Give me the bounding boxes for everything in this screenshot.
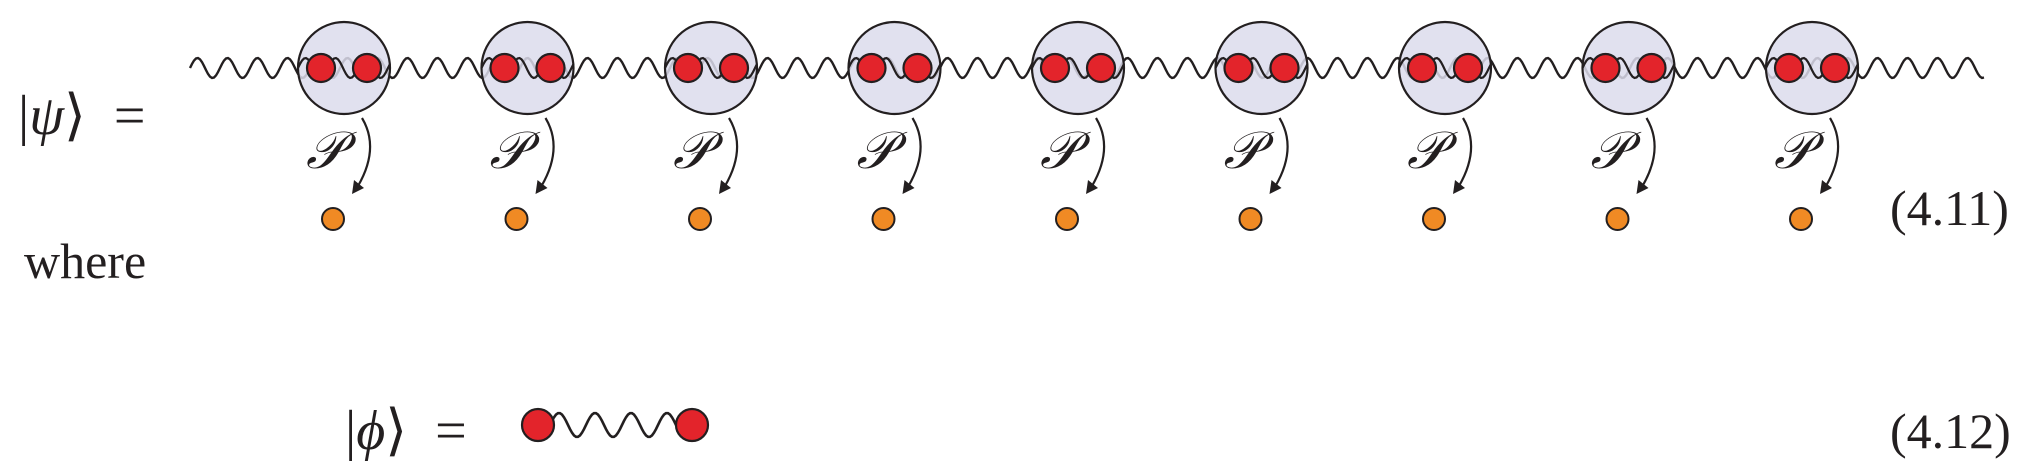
projection-arrow <box>1091 117 1106 187</box>
orange-physical-spin-dot <box>1238 207 1263 231</box>
projection-arrow <box>357 117 372 187</box>
projector-site: 𝒫 <box>1764 20 1860 231</box>
projector-site: 𝒫 <box>1030 20 1126 231</box>
projection-arrow <box>540 117 555 187</box>
projection-arrow <box>1641 117 1656 187</box>
arrowhead <box>902 180 915 194</box>
projector-site: 𝒫 <box>1397 20 1493 231</box>
projector-site: 𝒫 <box>296 20 392 231</box>
projection-arrow <box>1274 117 1289 187</box>
projection-arrow <box>1825 117 1840 187</box>
projector-label: 𝒫 <box>857 121 908 181</box>
arrowhead <box>1086 180 1098 194</box>
phi-symbol: ϕ <box>356 400 386 462</box>
projector-label: 𝒫 <box>306 121 357 181</box>
arrowhead <box>1636 180 1649 194</box>
arrowhead <box>1820 180 1832 194</box>
arrowhead <box>1453 180 1465 194</box>
pair-bond-wavy-line <box>548 411 682 439</box>
red-spin-dot <box>674 407 710 443</box>
red-spin-dot <box>1406 52 1438 84</box>
psi-ket: |ψ⟩ = <box>18 88 145 144</box>
equals-sign: = <box>113 85 146 147</box>
equation-number-4-11: (4.11) <box>1890 180 2009 236</box>
where-text: where <box>24 233 147 289</box>
equation-number-4-12: (4.12) <box>1890 403 2011 459</box>
red-spin-dot <box>1085 52 1117 84</box>
orange-physical-spin-dot <box>1055 207 1079 231</box>
red-spin-dot <box>1590 52 1621 84</box>
orange-physical-spin-dot <box>1789 207 1813 231</box>
projector-site: 𝒫 <box>847 20 942 231</box>
orange-physical-spin-dot <box>504 207 529 231</box>
arrowhead <box>719 180 731 194</box>
orange-physical-spin-dot <box>1422 207 1446 231</box>
ket-angle: ⟩ <box>385 400 408 462</box>
red-spin-dot <box>1223 52 1254 84</box>
psi-symbol: ψ <box>29 85 64 147</box>
projector-label: 𝒫 <box>673 121 724 181</box>
red-spin-dot <box>1636 52 1667 84</box>
red-spin-dot <box>351 52 383 84</box>
projector-site: 𝒫 <box>1581 20 1676 231</box>
ket-bar: | <box>345 400 357 462</box>
projector-label: 𝒫 <box>1407 121 1458 181</box>
phi-ket: |ϕ⟩ = <box>345 403 467 459</box>
arrowhead <box>352 180 364 194</box>
projector-site: 𝒫 <box>480 20 575 231</box>
projector-site: 𝒫 <box>663 20 759 231</box>
red-spin-dot <box>1452 52 1484 84</box>
red-spin-dot <box>535 52 566 84</box>
orange-physical-spin-dot <box>871 207 896 231</box>
maximally-entangled-pair-diagram <box>520 407 710 443</box>
arrowhead <box>535 180 548 194</box>
orange-physical-spin-dot <box>1605 207 1630 231</box>
red-spin-dot <box>1819 52 1851 84</box>
orange-physical-spin-dot <box>688 207 712 231</box>
red-spin-dot <box>520 407 556 443</box>
projector-label: 𝒫 <box>1224 121 1275 181</box>
red-spin-dot <box>1269 52 1300 84</box>
red-spin-dot <box>902 52 933 84</box>
projector-label: 𝒫 <box>1591 121 1642 181</box>
red-spin-dot <box>489 52 520 84</box>
arrowhead <box>1269 180 1282 194</box>
projector-label: 𝒫 <box>1040 121 1091 181</box>
red-spin-dot <box>718 52 750 84</box>
red-spin-dot <box>856 52 887 84</box>
red-spin-dot <box>672 52 704 84</box>
projection-arrow <box>907 117 922 187</box>
projector-label: 𝒫 <box>1774 121 1825 181</box>
ket-angle: ⟩ <box>64 85 86 147</box>
projector-label: 𝒫 <box>490 121 541 181</box>
projection-arrow <box>724 117 739 187</box>
red-spin-dot <box>1773 52 1805 84</box>
red-spin-dot <box>1039 52 1071 84</box>
orange-physical-spin-dot <box>321 207 345 231</box>
projector-site: 𝒫 <box>1214 20 1309 231</box>
projection-arrow <box>1458 117 1473 187</box>
equals-sign: = <box>435 400 467 462</box>
ket-bar: | <box>18 85 30 147</box>
red-spin-dot <box>305 52 337 84</box>
